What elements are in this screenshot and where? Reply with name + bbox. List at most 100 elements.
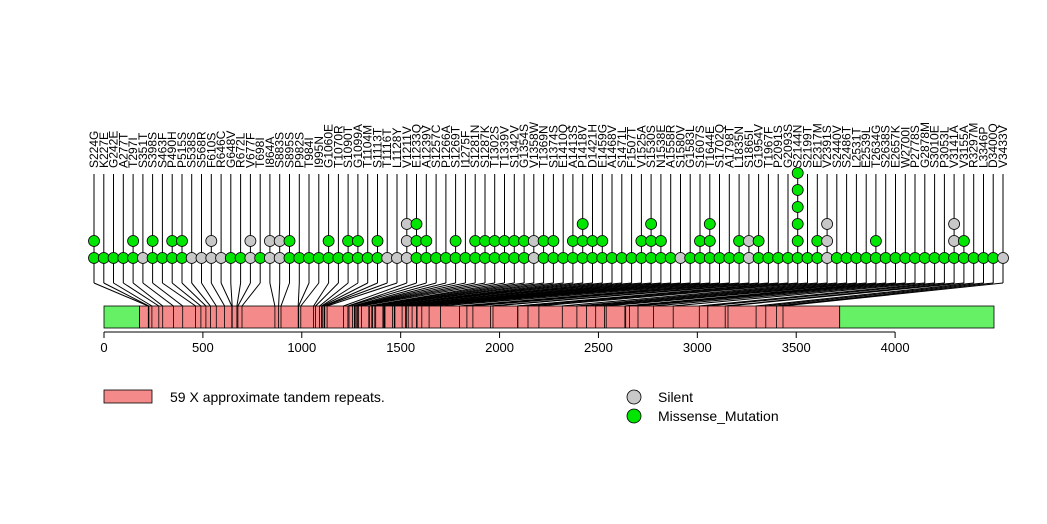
mutation-label: V2391S xyxy=(820,125,834,168)
legend-domain-swatch xyxy=(103,389,153,404)
legend-status-label: Missense_Mutation xyxy=(658,408,779,424)
repeat-domain xyxy=(139,305,841,329)
mutation-dot xyxy=(840,252,853,264)
mutation-labels: S224GK227EG242EA277TT297IS351TS398SS463F… xyxy=(87,121,1010,168)
mutation-dot xyxy=(703,235,716,247)
mutation-dot xyxy=(537,235,550,247)
x-axis: 0 500 1000 1500 2000 2500 3000 3500 4000 xyxy=(100,331,910,355)
mutation-label: E1410Q xyxy=(556,124,570,168)
mutation-label: S538S xyxy=(185,132,199,168)
mutation-label: V3155A xyxy=(957,125,971,168)
mutation-dot xyxy=(997,252,1009,264)
mutation-dot xyxy=(948,252,960,264)
mutation-dot xyxy=(273,235,286,247)
mutation-label: P3053L xyxy=(937,126,951,168)
lollipop-stems xyxy=(93,174,1004,283)
mutation-label: S224G xyxy=(87,131,101,168)
mutation-dot xyxy=(391,252,403,264)
mutation-label: W2700I xyxy=(898,127,912,168)
mutation-label: S463F xyxy=(155,133,169,168)
mutation-dot xyxy=(870,252,882,264)
mutation-dot xyxy=(762,252,775,264)
mutation-label: T1644E xyxy=(703,126,717,168)
mutation-label: T2634G xyxy=(869,125,883,168)
mutation-label: P490H xyxy=(165,131,179,168)
mutation-dot xyxy=(791,201,804,213)
mutation-dot xyxy=(870,235,882,247)
mutation-dot xyxy=(498,252,511,264)
mutation-dot xyxy=(606,252,618,264)
mutation-dot xyxy=(351,235,364,247)
mutation-dot xyxy=(791,184,804,196)
mutation-dot xyxy=(723,252,736,264)
mutation-dot xyxy=(459,252,472,264)
mutation-dot xyxy=(527,235,540,247)
mutation-dot xyxy=(830,252,843,264)
mutation-label: S1530S xyxy=(644,125,658,168)
mutation-label: P2091S xyxy=(771,125,785,168)
mutation-label: S1090T xyxy=(341,125,355,168)
mutation-label: R3297M xyxy=(967,123,981,168)
mutation-dot xyxy=(508,252,521,264)
mutation-dot xyxy=(752,235,765,247)
mutation-dot xyxy=(547,235,560,247)
mutation-dot xyxy=(576,252,589,264)
mutation-dot xyxy=(791,218,804,230)
mutation-label: A277T xyxy=(116,132,130,168)
mutation-label: A1413S xyxy=(566,125,580,168)
mutation-dot xyxy=(342,252,355,264)
mutation-dot xyxy=(244,252,257,264)
mutation-dot xyxy=(244,235,257,247)
mutation-dot xyxy=(821,235,833,247)
mutation-dot xyxy=(469,235,482,247)
mutation-label: A1558R xyxy=(664,124,678,168)
mutation-label: I1275F xyxy=(458,131,472,168)
mutation-dot xyxy=(166,252,179,264)
mutation-dot xyxy=(918,252,931,264)
mutation-dot xyxy=(498,235,511,247)
mutation-label: F1507T xyxy=(625,126,639,168)
axis-tick-label: 2000 xyxy=(485,340,514,355)
mutation-dot xyxy=(351,252,364,264)
mutation-dot xyxy=(430,252,443,264)
mutation-dot xyxy=(488,252,501,264)
mutation-label: S1865I xyxy=(742,130,756,168)
mutation-label: P515S xyxy=(175,132,189,168)
mutation-dot xyxy=(107,252,120,264)
axis-tick-label: 1500 xyxy=(386,340,415,355)
mutation-label: A1798T xyxy=(722,125,736,168)
legend-status-dot xyxy=(626,408,642,424)
mutation-dot xyxy=(948,235,960,247)
mutation-dot xyxy=(801,252,814,264)
mutation-label: G2878M xyxy=(918,122,932,168)
axis-tick-label: 3000 xyxy=(683,340,712,355)
green-domain xyxy=(103,305,140,329)
mutation-label: S1269T xyxy=(449,125,463,168)
mutation-dot xyxy=(791,235,804,247)
mutation-dot xyxy=(537,252,550,264)
mutation-label: D3400Q xyxy=(986,123,1000,168)
mutation-label: P1266A xyxy=(439,125,453,168)
mutation-label: S1342V xyxy=(507,125,521,168)
mutation-dot xyxy=(88,235,100,247)
mutation-label: S3010E xyxy=(928,125,942,168)
mutation-label: S1287K xyxy=(478,125,492,168)
mutation-label: L2531T xyxy=(849,127,863,168)
mutation-label: R646C xyxy=(214,130,228,168)
mutation-dot xyxy=(342,235,355,247)
mutation-label: R672L xyxy=(234,132,248,168)
mutation-dot xyxy=(821,218,833,230)
mutation-dot xyxy=(420,235,433,247)
mutation-label: S2144N xyxy=(791,125,805,168)
mutation-label: E2317M xyxy=(810,123,824,168)
mutation-dot xyxy=(205,235,218,247)
mutation-label: S351T xyxy=(136,132,150,168)
mutation-dot xyxy=(791,167,804,179)
mutation-dot xyxy=(733,235,745,247)
mutation-dot xyxy=(567,235,579,247)
mutation-dot xyxy=(488,235,501,247)
mutation-dot xyxy=(928,252,941,264)
mutation-dot xyxy=(283,252,296,264)
mutation-label: K227E xyxy=(97,132,111,168)
mutation-dot xyxy=(948,218,960,230)
